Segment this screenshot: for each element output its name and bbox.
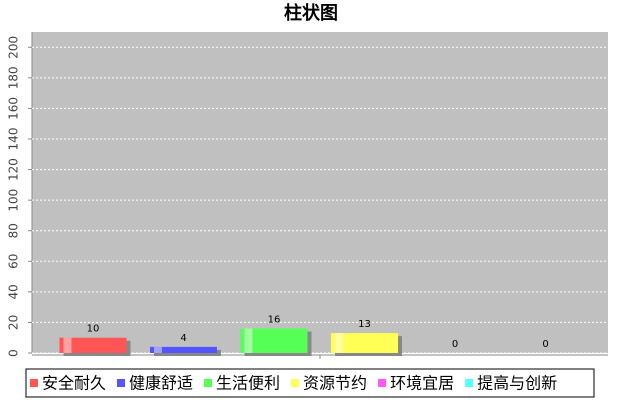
legend-label: 资源节约 — [303, 374, 367, 393]
y-tick-label: 120 — [7, 158, 21, 181]
bar — [240, 328, 308, 353]
y-tick-label: 200 — [7, 36, 21, 59]
legend-swatch — [204, 379, 213, 387]
bar — [150, 346, 217, 353]
y-tick-label: 160 — [7, 97, 21, 120]
legend-label: 健康舒适 — [129, 374, 193, 393]
y-tick-label: 100 — [7, 189, 21, 212]
bar-highlight — [244, 328, 253, 353]
y-tick-label: 180 — [7, 66, 21, 89]
y-tick-label: 20 — [7, 315, 21, 330]
bar — [59, 337, 127, 353]
legend-label: 提高与创新 — [477, 374, 557, 393]
y-tick-label: 80 — [7, 223, 21, 238]
legend-label: 环境宜居 — [390, 374, 454, 393]
y-tick-label: 140 — [7, 128, 21, 151]
y-tick-label: 40 — [7, 284, 21, 299]
legend-swatch — [117, 379, 126, 387]
legend-swatch — [378, 379, 387, 387]
legend-swatch — [291, 379, 300, 387]
chart-title: 柱状图 — [284, 2, 338, 24]
legend-swatch — [30, 379, 38, 387]
y-tick-label: 0 — [7, 349, 21, 357]
value-label: 16 — [268, 315, 281, 326]
value-label: 4 — [180, 333, 186, 344]
bar-highlight — [335, 333, 343, 353]
bar-highlight — [154, 346, 162, 353]
bar — [331, 333, 398, 353]
value-label: 10 — [87, 324, 100, 335]
value-label: 0 — [542, 339, 548, 350]
legend-label: 安全耐久 — [42, 374, 106, 393]
value-label: 0 — [452, 339, 458, 350]
plot-area — [32, 32, 608, 353]
legend-label: 生活便利 — [216, 374, 280, 393]
legend-swatch — [465, 379, 474, 387]
value-label: 13 — [358, 319, 371, 330]
y-tick-label: 60 — [7, 254, 21, 269]
bar-highlight — [63, 337, 72, 353]
